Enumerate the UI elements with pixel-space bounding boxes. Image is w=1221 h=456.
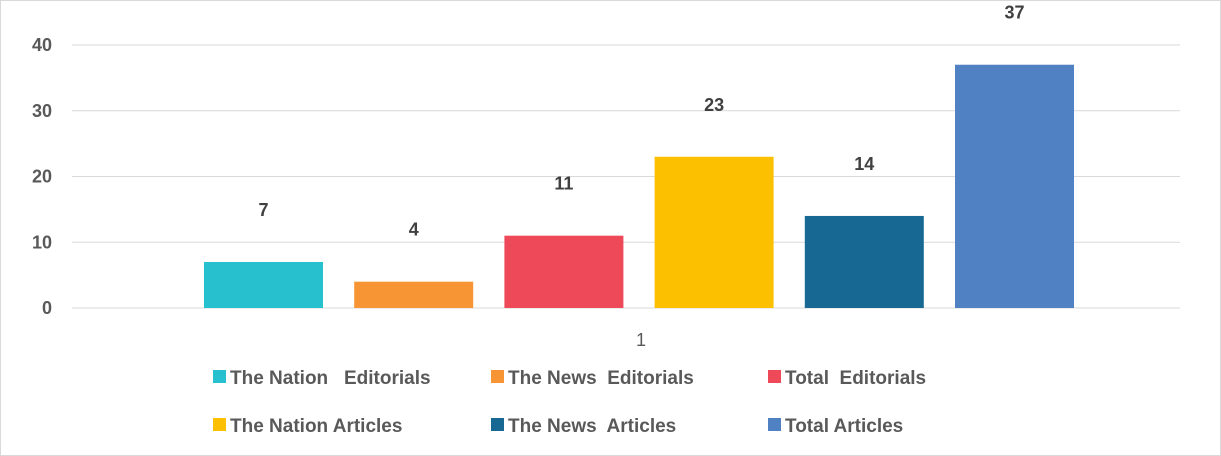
data-label: 37 <box>1004 3 1024 23</box>
data-label: 4 <box>409 220 419 240</box>
data-labels: 7 4 11 23 14 37 <box>258 3 1024 240</box>
data-label: 7 <box>258 200 268 220</box>
x-category-label: 1 <box>636 330 646 350</box>
legend-swatch <box>491 370 504 383</box>
bar <box>804 215 924 308</box>
y-tick-label: 40 <box>32 35 52 55</box>
bar <box>354 281 474 308</box>
legend-swatch <box>768 418 781 431</box>
legend-label: The Nation Editorials <box>230 368 431 389</box>
data-label: 23 <box>704 95 724 115</box>
legend-swatch <box>768 370 781 383</box>
y-tick-label: 0 <box>42 298 52 318</box>
legend-swatch <box>213 370 226 383</box>
legend-swatch <box>491 418 504 431</box>
y-tick-label: 20 <box>32 167 52 187</box>
legend-label: The News Editorials <box>508 368 694 389</box>
data-label: 11 <box>554 174 573 194</box>
x-axis: 1 <box>636 330 646 350</box>
legend-label: Total Editorials <box>785 368 926 389</box>
bar <box>504 235 624 308</box>
legend-label: The Nation Articles <box>230 416 402 437</box>
legend-swatch <box>213 418 226 431</box>
y-tick-label: 10 <box>32 232 52 252</box>
bar <box>204 261 323 308</box>
bar <box>654 156 774 308</box>
data-label: 14 <box>854 154 874 174</box>
bar <box>955 64 1074 308</box>
bars <box>204 64 1074 308</box>
y-tick-label: 30 <box>32 101 52 121</box>
legend-label: The News Articles <box>508 416 676 437</box>
y-axis: 0 10 20 30 40 <box>32 35 52 318</box>
legend-label: Total Articles <box>785 416 903 437</box>
legend: The Nation Editorials The News Editorials… <box>213 368 926 437</box>
